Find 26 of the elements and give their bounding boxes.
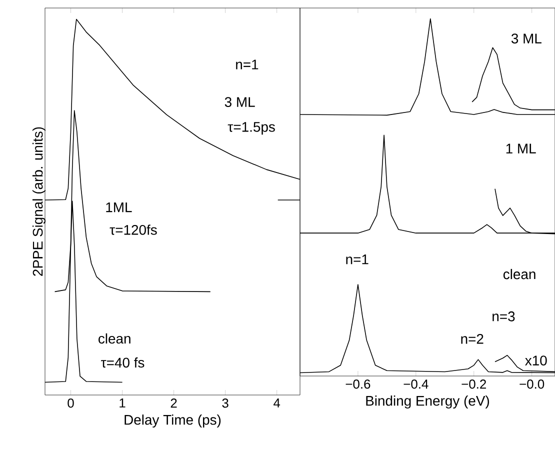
y-axis-title: 2PPE Signal (arb. units) bbox=[32, 127, 46, 276]
annotation: 1 ML bbox=[506, 144, 536, 154]
annotation: 3 ML bbox=[224, 97, 255, 107]
x-tick-label: −0.4 bbox=[404, 380, 428, 389]
annotation: x10 bbox=[525, 356, 547, 366]
x-tick-label: −0.6 bbox=[346, 380, 370, 389]
x-axis-title: Binding Energy (eV) bbox=[366, 396, 490, 409]
annotation: n=1 bbox=[346, 254, 368, 264]
annotation: n=3 bbox=[492, 311, 515, 322]
x-tick-label: 2 bbox=[170, 398, 177, 408]
annotation: 3 ML bbox=[511, 34, 542, 44]
annotation: τ=120fs bbox=[110, 224, 157, 235]
x-tick-label: 3 bbox=[222, 398, 228, 408]
x-tick-label: 0 bbox=[68, 398, 74, 408]
annotation: τ=40 fs bbox=[101, 357, 144, 368]
x-tick-label: −0.2 bbox=[462, 380, 486, 389]
x-axis-title: Delay Time (ps) bbox=[124, 414, 221, 428]
annotation: τ=1.5ps bbox=[228, 122, 275, 135]
annotation: n=2 bbox=[461, 334, 484, 344]
x-tick-label: 1 bbox=[120, 398, 126, 408]
x-tick-label: 4 bbox=[274, 398, 280, 408]
annotation: clean bbox=[98, 333, 130, 344]
annotation: clean bbox=[503, 268, 536, 280]
x-tick-label: −0.0 bbox=[520, 380, 544, 389]
annotation: 1ML bbox=[106, 202, 132, 212]
annotation: n=1 bbox=[236, 60, 258, 70]
